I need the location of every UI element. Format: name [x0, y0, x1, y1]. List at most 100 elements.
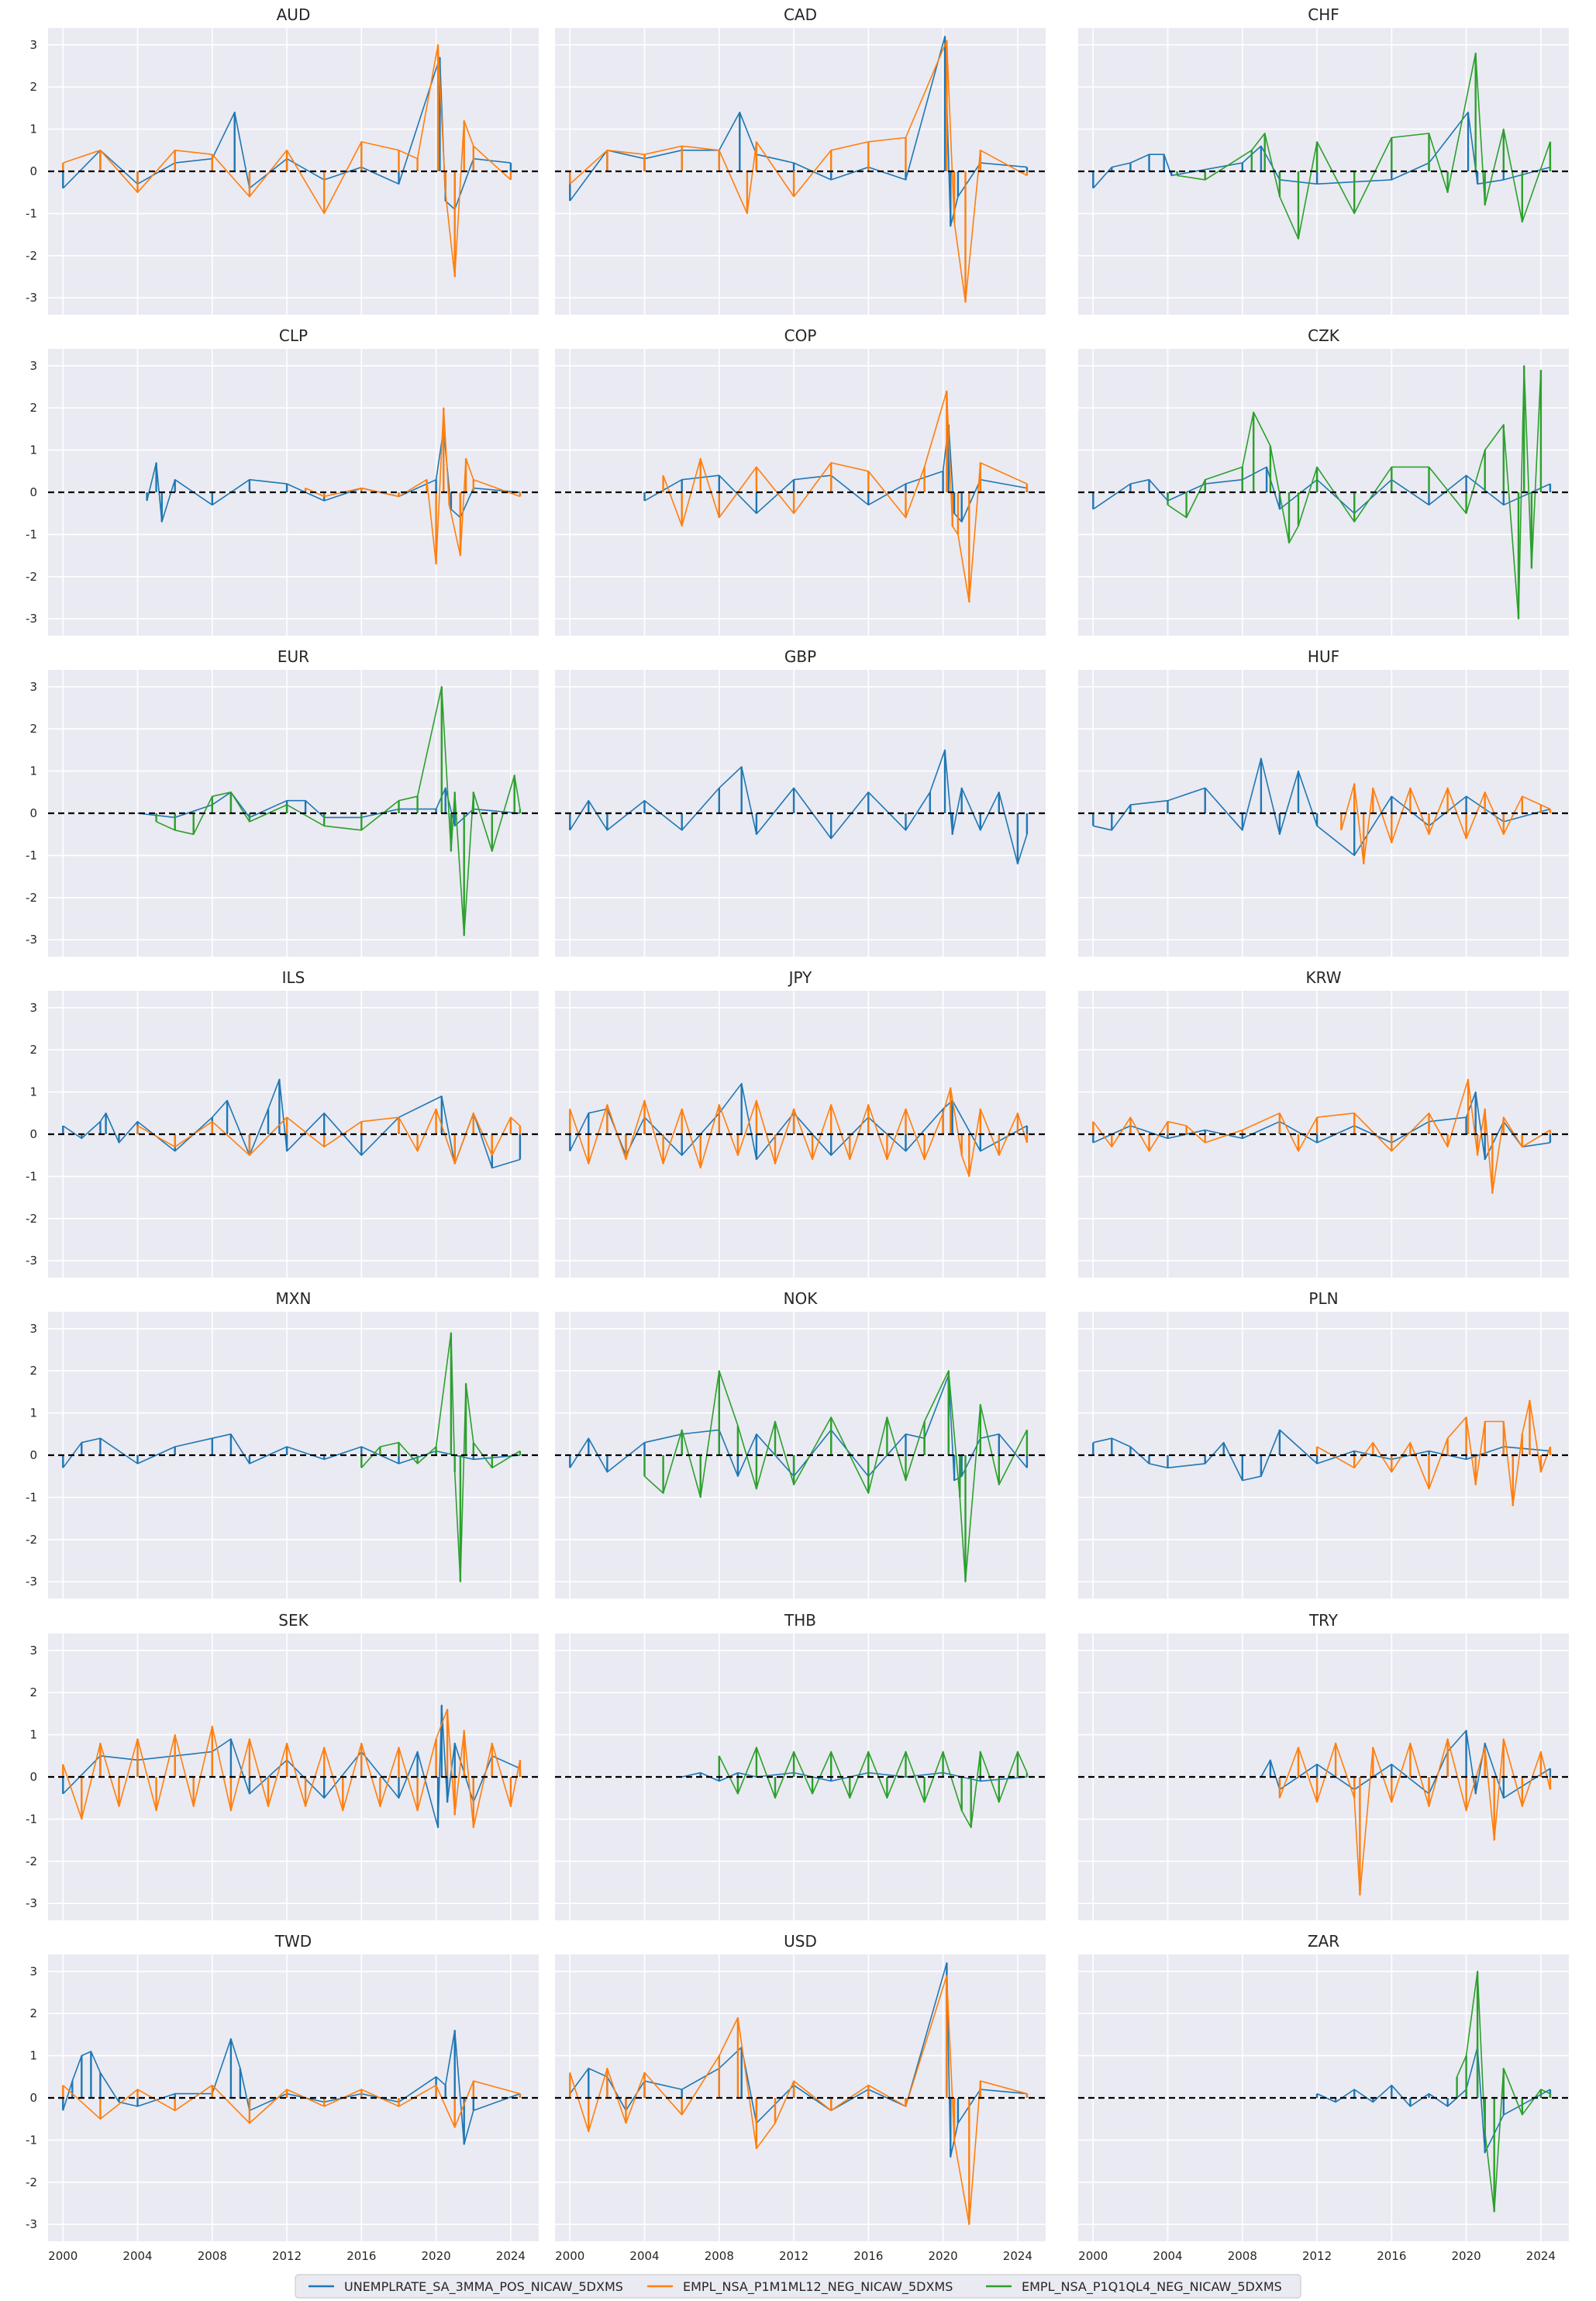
- y-tick-label: -3: [26, 1575, 37, 1589]
- series-spikes-krw-1: [1092, 1079, 1552, 1194]
- y-tick-label: 0: [29, 1127, 37, 1141]
- x-tick-label: 2016: [1377, 2249, 1406, 2263]
- y-tick-label: 2: [29, 1364, 37, 1378]
- series-spikes-mxn-0: [62, 1433, 474, 1468]
- y-tick-label: 2: [29, 1685, 37, 1699]
- series-line-ils-1: [137, 1108, 521, 1164]
- y-tick-label: 0: [29, 1448, 37, 1462]
- y-tick-label: -1: [26, 1812, 37, 1826]
- panel-aud: AUD 3 2 1 0 -1 -2 -3: [26, 5, 539, 315]
- y-tick-label: -1: [26, 2133, 37, 2147]
- y-tick-label: -2: [26, 249, 37, 263]
- x-tick-label: 2004: [122, 2249, 152, 2263]
- panel-title: CAD: [784, 5, 817, 24]
- y-tick-label: -2: [26, 570, 37, 584]
- panel-pln: PLN: [1078, 1289, 1569, 1599]
- x-tick-label: 2008: [198, 2249, 227, 2263]
- series-spikes-twd-1: [62, 2081, 522, 2128]
- panel-title: CHF: [1308, 5, 1339, 24]
- y-tick-label: 2: [29, 1043, 37, 1057]
- y-tick-label: 0: [29, 485, 37, 499]
- panel-title: CLP: [279, 326, 308, 345]
- x-tick-label: 2020: [422, 2249, 451, 2263]
- panel-huf: HUF: [1078, 647, 1569, 957]
- panel-ils: ILS 3 2 1 0 -1 -2 -3: [26, 968, 539, 1278]
- series-spikes-jpy-1: [569, 1088, 1029, 1177]
- panel-title: MXN: [276, 1289, 312, 1308]
- y-tick-label: 1: [29, 443, 37, 457]
- panel-mxn: MXN 3 2 1 0 -1 -2 -3: [26, 1289, 539, 1599]
- x-tick-label: 2012: [779, 2249, 808, 2263]
- panel-title: CZK: [1308, 326, 1340, 345]
- y-tick-label: 1: [29, 1728, 37, 1742]
- panel-clp: CLP 3 2 1 0 -1 -2 -3: [26, 326, 539, 636]
- series-spikes-thb-1: [718, 1747, 1029, 1828]
- legend: UNEMPLRATE_SA_3MMA_POS_NICAW_5DXMS EMPL_N…: [295, 2274, 1301, 2299]
- series-spikes-try-1: [1278, 1739, 1552, 1896]
- panel-usd: USD 2000 2004 2008 2012 2016 2020 2024: [555, 1932, 1046, 2263]
- panel-thb: THB: [555, 1611, 1046, 1920]
- panel-nok: NOK: [555, 1289, 1046, 1599]
- x-tick-label: 2016: [346, 2249, 376, 2263]
- panel-zar: ZAR 2000 2004 2008 2012 2016 2020 2024: [1078, 1932, 1569, 2263]
- y-tick-label: 3: [29, 1001, 37, 1015]
- series-line-cop-1: [662, 390, 1028, 603]
- series-spikes-eur-1: [155, 686, 522, 936]
- y-tick-label: -3: [26, 933, 37, 947]
- y-tick-label: 0: [29, 164, 37, 178]
- y-tick-label: -3: [26, 2217, 37, 2231]
- legend-label-1: UNEMPLRATE_SA_3MMA_POS_NICAW_5DXMS: [344, 2279, 623, 2295]
- y-tick-label: -2: [26, 2175, 37, 2189]
- series-line-thb-1: [719, 1747, 1028, 1829]
- x-tick-label: 2000: [48, 2249, 78, 2263]
- y-tick-label: 1: [29, 764, 37, 778]
- x-tick-label: 2008: [705, 2249, 734, 2263]
- series-spikes-aud-1: [62, 44, 512, 277]
- y-tick-label: -1: [26, 1169, 37, 1183]
- y-tick-label: -3: [26, 291, 37, 305]
- y-tick-label: -2: [26, 1212, 37, 1226]
- series-line-czk-1: [1167, 364, 1542, 620]
- x-tick-label: 2000: [1078, 2249, 1108, 2263]
- panel-twd: TWD 3 2 1 0 -1 -2 -3 2000 2004 2008 2012 2016 2020 202…: [26, 1932, 539, 2263]
- series-spikes-usd-1: [569, 1975, 1029, 2225]
- y-tick-label: 2: [29, 722, 37, 736]
- y-tick-label: 3: [29, 38, 37, 52]
- series-line-huf-1: [1340, 783, 1551, 865]
- panel-try: TRY: [1078, 1611, 1569, 1920]
- panel-title: HUF: [1308, 647, 1339, 666]
- y-tick-label: -3: [26, 1896, 37, 1910]
- series-line-zar-0: [1316, 2046, 1551, 2154]
- panel-title: PLN: [1308, 1289, 1338, 1308]
- panel-title: USD: [784, 1932, 817, 1951]
- series-line-mxn-1: [360, 1332, 521, 1582]
- panel-title: TRY: [1308, 1611, 1339, 1630]
- y-tick-label: -3: [26, 612, 37, 626]
- x-tick-label: 2024: [1003, 2249, 1032, 2263]
- y-tick-label: 0: [29, 2091, 37, 2105]
- series-spikes-clp-1: [304, 408, 522, 564]
- y-tick-label: -1: [26, 527, 37, 541]
- y-tick-label: 1: [29, 1085, 37, 1099]
- panel-title: ZAR: [1308, 1932, 1339, 1951]
- y-tick-label: 0: [29, 806, 37, 820]
- panel-title: EUR: [277, 647, 309, 666]
- panel-krw: KRW: [1078, 968, 1569, 1278]
- y-tick-label: 3: [29, 1965, 37, 1978]
- panel-title: COP: [784, 326, 817, 345]
- x-tick-label: 2004: [1153, 2249, 1182, 2263]
- series-line-eur-1: [156, 685, 521, 937]
- y-tick-label: -1: [26, 1490, 37, 1504]
- y-tick-label: 3: [29, 1644, 37, 1658]
- legend-label-2: EMPL_NSA_P1M1ML12_NEG_NICAW_5DXMS: [683, 2279, 953, 2295]
- panel-title: AUD: [277, 5, 311, 24]
- x-tick-label: 2024: [496, 2249, 526, 2263]
- series-line-jpy-1: [569, 1087, 1028, 1178]
- x-tick-label: 2008: [1228, 2249, 1257, 2263]
- panel-czk: CZK: [1078, 326, 1569, 636]
- series-spikes-zar-1: [1456, 1971, 1552, 2212]
- series-spikes-czk-1: [1167, 365, 1543, 619]
- x-tick-label: 2024: [1526, 2249, 1556, 2263]
- legend-box: [295, 2274, 1301, 2299]
